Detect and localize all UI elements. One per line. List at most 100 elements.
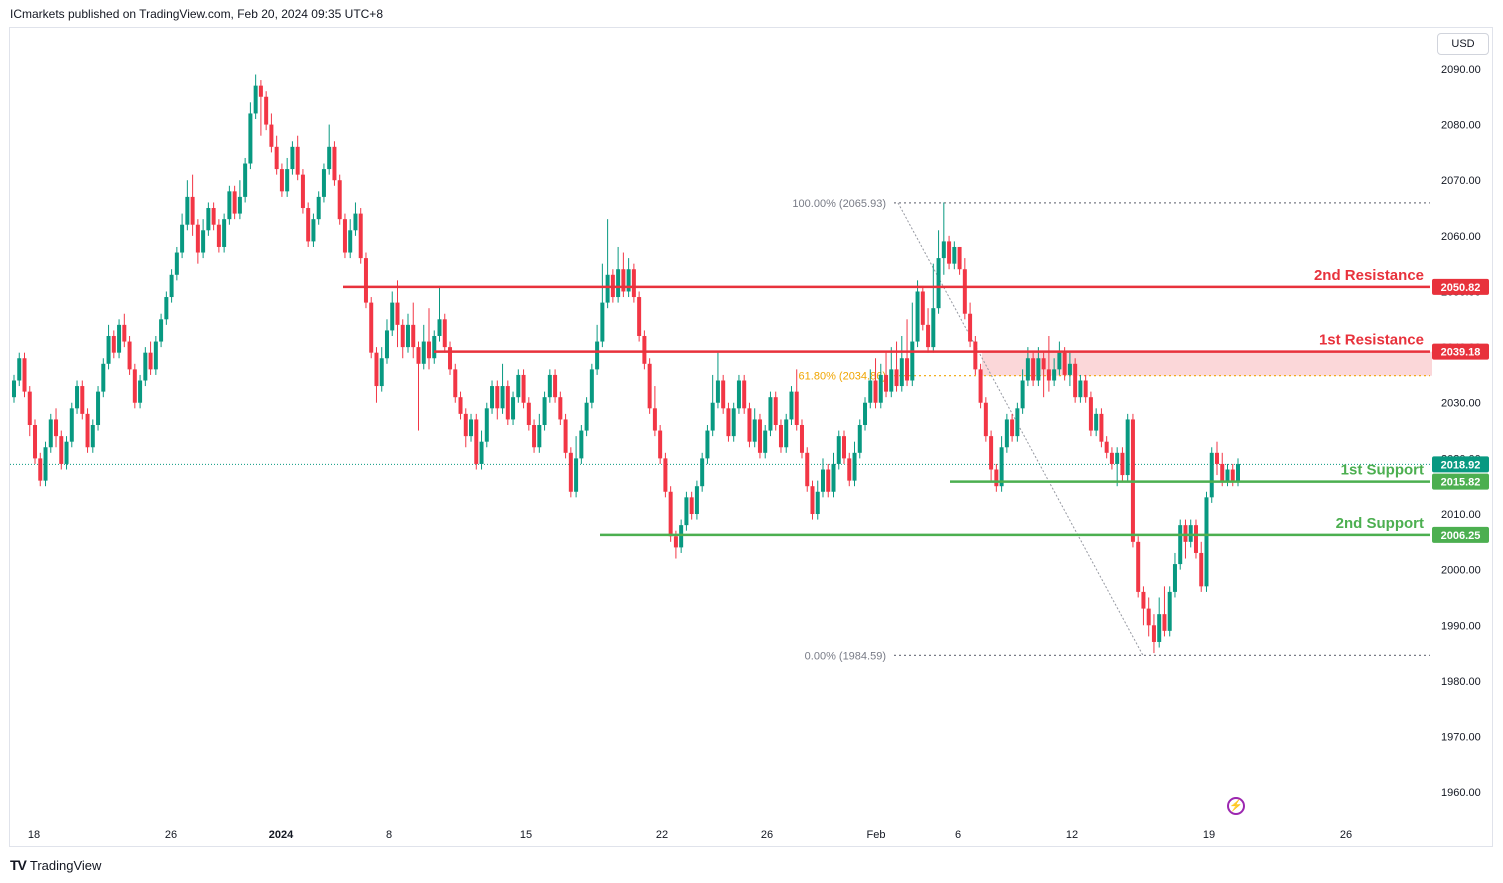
candle-body — [117, 324, 122, 353]
candle-body — [589, 369, 594, 403]
current-price-label: 2018.92 — [1441, 459, 1481, 471]
candle-body — [143, 352, 148, 381]
candle-body — [384, 330, 389, 359]
candle-body — [279, 169, 284, 192]
candle-body — [647, 363, 652, 409]
candle-body — [768, 397, 773, 431]
candle-body — [111, 335, 116, 353]
candle-body — [989, 436, 994, 470]
candle-body — [863, 402, 868, 425]
candle-body — [873, 380, 878, 403]
candle-body — [1141, 591, 1146, 609]
candle-body — [947, 241, 952, 264]
candle-body — [295, 146, 300, 175]
candle-body — [505, 386, 510, 420]
candle-body — [957, 246, 962, 270]
candle-body — [679, 525, 684, 548]
candle-body — [973, 341, 978, 370]
candle-body — [889, 369, 894, 392]
candle-body — [910, 341, 915, 381]
candle-body — [48, 419, 53, 448]
candle-body — [710, 402, 715, 431]
candle-body — [164, 297, 169, 320]
y-tick-label: 2080.00 — [1441, 120, 1481, 132]
candle-body — [810, 486, 815, 515]
candle-body — [54, 419, 59, 437]
y-tick-label: 1970.00 — [1441, 732, 1481, 744]
candle-body — [332, 146, 337, 181]
price-tag-label: 2015.82 — [1441, 477, 1481, 489]
candle-body — [747, 408, 752, 442]
candle-body — [511, 397, 516, 420]
candle-body — [784, 419, 789, 448]
candle-body — [495, 386, 500, 409]
candle-body — [405, 324, 410, 348]
candle-body — [474, 419, 479, 464]
candle-body — [174, 252, 179, 275]
candle-body — [64, 441, 69, 464]
candle-body — [663, 458, 668, 492]
x-tick-label: 26 — [165, 829, 177, 841]
candle-body — [1067, 363, 1072, 375]
candle-body — [437, 319, 442, 336]
candle-body — [621, 269, 626, 292]
candle-body — [395, 302, 400, 325]
candle-body — [1151, 625, 1156, 642]
candle-body — [38, 458, 43, 481]
candle-body — [1036, 358, 1041, 381]
candle-body — [968, 313, 973, 342]
candle-body — [1020, 380, 1025, 409]
candle-body — [1025, 358, 1030, 381]
x-tick-label: 12 — [1066, 829, 1078, 841]
candle-body — [1052, 369, 1057, 381]
level-name: 2nd Resistance — [1314, 267, 1424, 284]
candle-body — [369, 302, 374, 353]
candle-body — [705, 430, 710, 459]
candle-body — [185, 196, 190, 225]
price-tag-label: 2006.25 — [1441, 530, 1481, 542]
candle-body — [600, 302, 605, 342]
candle-body — [59, 436, 64, 464]
candle-body — [469, 419, 474, 437]
price-tag-label: 2050.82 — [1441, 282, 1481, 294]
candle-body — [568, 452, 573, 492]
price-tag — [1432, 278, 1489, 295]
candle-body — [306, 208, 311, 242]
candle-body — [390, 302, 395, 331]
candle-body — [1057, 352, 1062, 370]
candle-body — [1083, 380, 1088, 398]
candle-body — [1178, 525, 1183, 565]
candle-body — [416, 347, 421, 364]
candle-body — [884, 374, 889, 392]
candle-body — [689, 497, 694, 515]
candle-body — [553, 374, 558, 398]
candle-body — [1172, 564, 1177, 592]
currency-selector[interactable]: USD — [1437, 33, 1489, 55]
candle-body — [222, 219, 227, 247]
candle-body — [1015, 408, 1020, 437]
candle-body — [1004, 419, 1009, 448]
candle-body — [12, 380, 16, 398]
candle-body — [931, 308, 936, 348]
candle-body — [563, 419, 568, 453]
candle-body — [1220, 463, 1225, 481]
candle-body — [626, 269, 631, 292]
candle-body — [1162, 614, 1167, 631]
tradingview-icon: TV — [10, 857, 27, 873]
resistance-zone — [982, 351, 1432, 376]
candle-body — [1099, 413, 1104, 442]
lightning-icon[interactable]: ⚡ — [1227, 797, 1245, 815]
candle-body — [1188, 525, 1193, 542]
candle-body — [342, 219, 347, 253]
candle-body — [526, 402, 531, 425]
candle-body — [941, 241, 946, 259]
candle-body — [684, 497, 689, 526]
candle-body — [1204, 497, 1209, 587]
candle-body — [1078, 380, 1083, 398]
candle-body — [243, 163, 248, 197]
candle-body — [348, 230, 353, 253]
tradingview-logo[interactable]: TV TradingView — [10, 857, 101, 873]
candle-body — [642, 335, 647, 364]
y-tick-label: 1980.00 — [1441, 676, 1481, 688]
